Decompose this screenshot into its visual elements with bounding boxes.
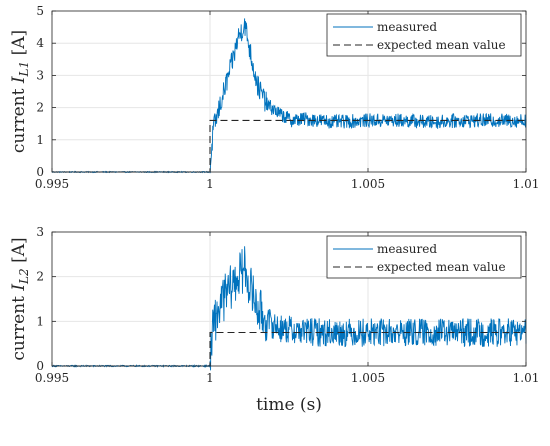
legend-entry-label: measured <box>377 242 437 256</box>
y-axis-label: current IL2 [A] <box>9 237 31 360</box>
x-tick-label: 1.005 <box>351 371 385 385</box>
y-tick-label: 0 <box>36 359 44 373</box>
y-tick-label: 1 <box>36 314 44 328</box>
legend-entry-label: measured <box>377 20 437 34</box>
chart-panel-il2: 0.995 1 1.005 1.01 0 1 2 3 current IL2 [A] time (… <box>9 225 539 415</box>
legend-entry-label: expected mean value <box>377 260 506 274</box>
y-tick-label: 2 <box>36 101 44 115</box>
chart-panel-il1: 0.995 1 1.005 1.01 0 1 2 3 4 5 current IL1 [A] meas… <box>9 4 539 191</box>
axes-box <box>51 10 527 173</box>
axes-box <box>51 231 527 367</box>
x-axis-label: time (s) <box>256 395 322 415</box>
legend-entry-label: expected mean value <box>377 38 506 52</box>
y-tick-label: 5 <box>36 4 44 18</box>
x-tick-label: 1 <box>206 177 214 191</box>
x-tick-label: 0.995 <box>35 177 69 191</box>
y-axis-label: current IL1 [A] <box>9 30 31 153</box>
x-tick-label: 1.01 <box>513 371 540 385</box>
y-tick-label: 2 <box>36 270 44 284</box>
legend-box <box>326 13 522 57</box>
legend: measured expected mean value <box>326 13 522 57</box>
legend: measured expected mean value <box>326 235 522 279</box>
y-tick-label: 0 <box>36 165 44 179</box>
legend-box <box>326 235 522 279</box>
x-tick-label: 1 <box>206 371 214 385</box>
y-tick-label: 3 <box>36 225 44 239</box>
y-tick-label: 1 <box>36 133 44 147</box>
x-tick-label: 0.995 <box>35 371 69 385</box>
y-tick-label: 4 <box>36 36 44 50</box>
x-tick-label: 1.01 <box>513 177 540 191</box>
y-tick-label: 3 <box>36 68 44 82</box>
x-tick-label: 1.005 <box>351 177 385 191</box>
